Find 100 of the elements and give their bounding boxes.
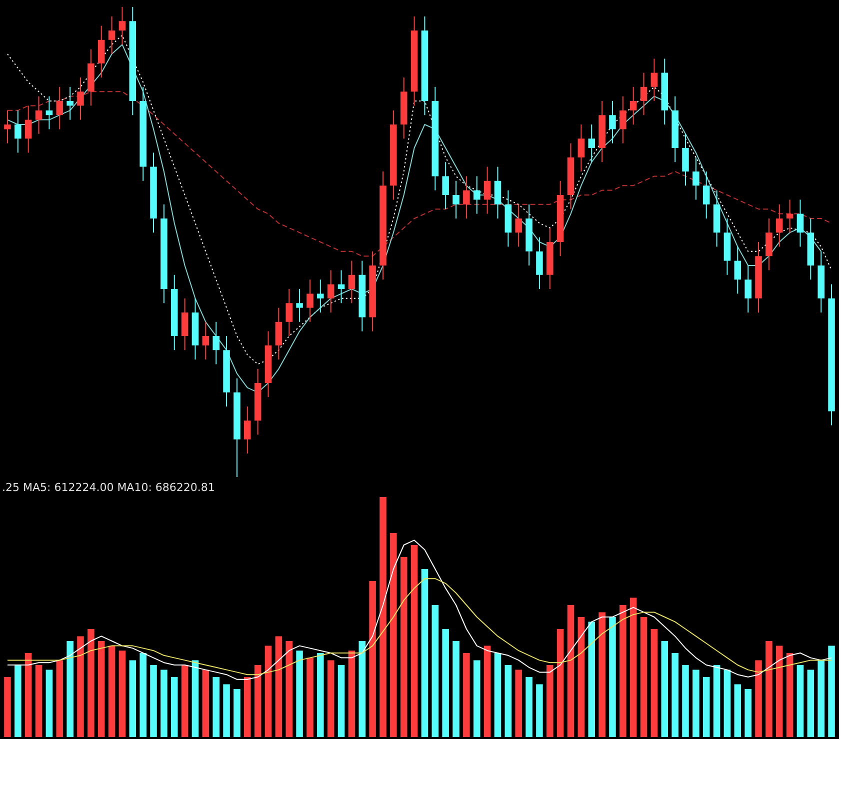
bar: [421, 569, 428, 737]
bar: [327, 660, 334, 737]
bar: [828, 646, 835, 737]
bar: [452, 641, 460, 737]
bar: [494, 653, 502, 737]
candlestick: [77, 77, 84, 120]
bar: [66, 641, 74, 737]
bar: [818, 660, 824, 737]
bar: [14, 665, 22, 737]
bar: [118, 650, 126, 737]
bar: [212, 677, 220, 737]
bar: [504, 665, 512, 737]
candlestick: [244, 406, 251, 454]
candlestick: [484, 166, 491, 214]
candlestick: [202, 321, 210, 360]
bar: [432, 605, 439, 737]
bar: [202, 670, 210, 737]
bar: [786, 653, 794, 737]
bar: [744, 689, 752, 737]
candlestick: [46, 96, 53, 130]
bar: [463, 653, 470, 737]
bar: [129, 660, 136, 737]
bar: [515, 670, 522, 737]
bar: [400, 557, 408, 737]
candlestick: [317, 279, 324, 313]
bar: [286, 641, 293, 737]
candlestick: [98, 25, 105, 78]
candlestick: [286, 288, 293, 336]
candlestick: [452, 180, 460, 219]
candlestick: [786, 199, 794, 234]
candlestick: [275, 307, 282, 360]
bar: [661, 641, 668, 737]
bar: [640, 617, 648, 737]
bar: [410, 545, 418, 737]
bar: [4, 677, 11, 737]
bar: [609, 617, 616, 737]
bar: [724, 670, 731, 737]
bar: [181, 665, 188, 737]
candlestick: [442, 162, 449, 210]
candlestick: [734, 246, 742, 294]
candlestick: [515, 204, 522, 248]
bar: [776, 646, 783, 737]
bar: [807, 670, 814, 737]
bar: [88, 629, 94, 737]
candlestick: [181, 298, 188, 351]
candlestick: [588, 124, 595, 163]
candlestick: [348, 260, 356, 304]
candlestick: [702, 171, 710, 219]
bar: [275, 636, 282, 737]
candlestick: [35, 96, 42, 134]
bar: [556, 629, 564, 737]
bar: [588, 622, 595, 737]
candlestick: [306, 279, 314, 322]
bar: [682, 665, 689, 737]
candlestick: [473, 176, 480, 214]
candlestick: [744, 265, 752, 313]
bar: [546, 665, 554, 737]
candlestick: [463, 176, 470, 219]
bar: [650, 629, 658, 737]
candlestick: [682, 133, 689, 186]
bar: [254, 665, 262, 737]
bar: [473, 660, 480, 737]
candlestick: [338, 270, 345, 304]
bar: [734, 684, 742, 737]
bar: [244, 677, 251, 737]
candlestick: [56, 86, 64, 130]
bar: [796, 665, 804, 737]
candlestick: [108, 16, 116, 54]
bar: [24, 653, 32, 737]
text: .25 MA5: 612224.00 MA10: 686220.81: [2, 481, 215, 494]
candlestick: [327, 270, 334, 313]
candlestick: [796, 199, 804, 248]
candlestick: [640, 72, 648, 116]
bar: [567, 605, 574, 737]
bar: [713, 665, 720, 737]
bar: [192, 660, 199, 737]
bar: [296, 650, 303, 737]
bar: [77, 636, 84, 737]
candlestick: [776, 204, 783, 248]
candlestick: [536, 236, 543, 290]
bar: [442, 629, 449, 737]
bar: [766, 641, 772, 737]
bar: [630, 598, 637, 737]
bar: [755, 660, 762, 737]
candlestick: [692, 156, 700, 200]
bar: [390, 533, 397, 737]
candlestick: [14, 110, 22, 154]
bar: [692, 670, 700, 737]
bar: [46, 670, 53, 737]
bar: [35, 665, 42, 737]
candlestick: [630, 86, 637, 125]
bar: [484, 646, 491, 737]
bar: [358, 641, 366, 737]
bar: [317, 653, 324, 737]
candlestick: [650, 58, 658, 102]
bar: [98, 641, 105, 737]
candlestick: [24, 105, 32, 154]
bar: [150, 665, 157, 737]
bar: [348, 650, 356, 737]
bar: [56, 660, 64, 737]
